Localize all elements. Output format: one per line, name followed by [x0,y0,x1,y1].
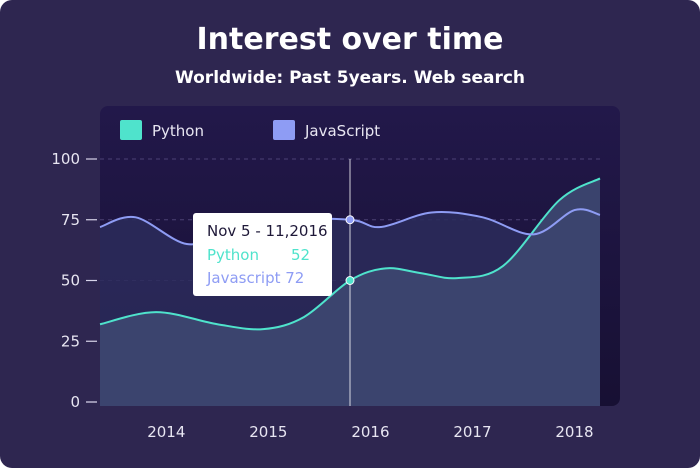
hover-tooltip: Nov 5 - 11,2016 Python 52 Javascript 72 [193,213,332,296]
y-tick-label: 0 [70,393,80,411]
legend-javascript-swatch[interactable] [273,120,295,140]
legend-javascript-label[interactable]: JavaScript [304,122,380,140]
y-tick-label: 50 [61,272,80,290]
hover-point-javascript [345,215,355,225]
y-tick-label: 25 [61,332,80,350]
x-tick-label: 2014 [147,423,185,441]
x-tick-label: 2018 [555,423,593,441]
x-tick-label: 2015 [249,423,287,441]
tooltip-python-value: 52 [291,246,311,264]
tooltip-javascript-value: 72 [285,269,305,287]
tooltip-python-row: Python [207,246,259,264]
legend-python-label[interactable]: Python [152,122,204,140]
chart-title: Interest over time [196,22,504,57]
series-line-python [99,177,601,331]
x-tick-label: 2016 [351,423,389,441]
tooltip-javascript-row: Javascript 72 [207,269,304,287]
tooltip-python-label: Python [207,246,259,264]
hover-point-python [345,276,355,285]
y-tick-label: 75 [61,211,80,229]
x-tick-label: 2017 [453,423,491,441]
series-line-javascript [99,208,601,246]
tooltip-javascript-label: Javascript [207,269,281,287]
chart-subtitle: Worldwide: Past 5years. Web search [174,68,526,88]
y-tick-label: 100 [51,150,80,168]
tooltip-date: Nov 5 - 11,2016 [207,222,328,240]
legend-python-swatch[interactable] [120,120,142,140]
